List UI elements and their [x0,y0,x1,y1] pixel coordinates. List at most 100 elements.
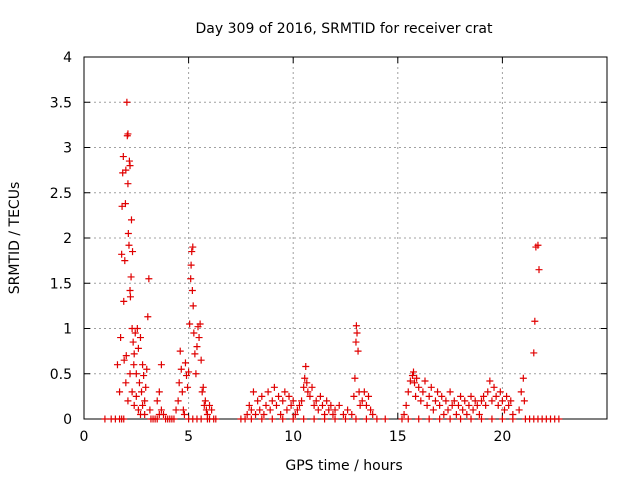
data-point [496,388,504,396]
data-point [498,415,506,423]
data-point [434,388,442,396]
data-point [125,241,133,249]
data-point [351,374,359,382]
data-point [306,392,314,400]
data-point [124,180,132,188]
data-point [520,397,528,405]
data-point [398,415,406,423]
data-point [120,415,128,423]
data-point [139,401,147,409]
data-point [353,329,361,337]
data-point [266,406,274,414]
data-point [258,415,266,423]
data-point [295,401,303,409]
data-point [243,410,251,418]
y-tick-label: 2 [63,231,72,247]
data-point [402,401,410,409]
data-point [535,266,543,274]
data-point [256,406,264,414]
data-point [555,415,563,423]
data-point [155,388,163,396]
data-point [436,401,444,409]
data-point [159,410,167,418]
x-tick-label: 5 [184,429,193,445]
data-point [127,216,135,224]
x-tick-label: 20 [493,429,511,445]
data-point [494,401,502,409]
data-point [116,388,124,396]
data-point [128,388,136,396]
data-point [279,397,287,405]
data-point [467,415,475,423]
data-point [126,162,134,170]
data-point [121,200,129,208]
data-point [310,401,318,409]
data-point [419,388,427,396]
data-point [519,374,527,382]
data-point [129,338,137,346]
data-point [480,392,488,400]
data-point [157,361,165,369]
chart-title: Day 309 of 2016, SRMTID for receiver cra… [196,21,493,37]
data-point [268,397,276,405]
data-point [129,248,137,256]
data-point [301,374,309,382]
data-point [258,392,266,400]
data-point [133,325,141,332]
data-point [119,153,127,161]
data-point [329,410,337,418]
data-point [260,410,268,418]
data-point [245,401,253,409]
data-point [189,302,197,310]
data-point [136,334,144,342]
data-point [348,410,356,418]
data-point [381,415,389,423]
data-point [339,410,347,418]
data-point [178,388,186,396]
data-point [291,410,299,418]
data-point [409,368,417,376]
data-point [423,401,431,409]
data-point [130,361,138,369]
data-point [362,401,370,409]
data-point [153,397,161,405]
data-point [176,347,184,355]
data-point [123,132,131,140]
data-point [201,397,209,405]
data-point [181,359,189,367]
data-point [157,406,165,414]
data-point [134,406,142,414]
data-point [121,257,129,265]
data-point [404,388,412,396]
data-point [308,383,316,391]
data-point [475,410,483,418]
data-point [461,397,469,405]
data-point [190,329,198,337]
data-point [187,275,195,283]
data-point [212,415,220,423]
y-tick-label: 1 [63,322,72,338]
data-point [362,415,370,423]
data-point [270,383,278,391]
data-point [415,415,423,423]
data-point [352,322,360,330]
data-point [117,334,125,342]
data-point [254,397,262,405]
data-point [132,370,140,378]
data-point [498,397,506,405]
data-point [444,406,452,414]
data-point [415,383,423,391]
data-point [505,401,513,409]
data-point [198,388,206,396]
data-point [126,286,134,294]
data-point [406,377,414,385]
data-point [279,415,287,423]
data-point [356,401,364,409]
data-point [101,415,109,423]
data-point [404,415,412,423]
data-point [249,388,257,396]
data-point [358,397,366,405]
y-tick-label: 0 [63,412,72,428]
data-point [140,372,148,380]
data-point [130,350,138,358]
